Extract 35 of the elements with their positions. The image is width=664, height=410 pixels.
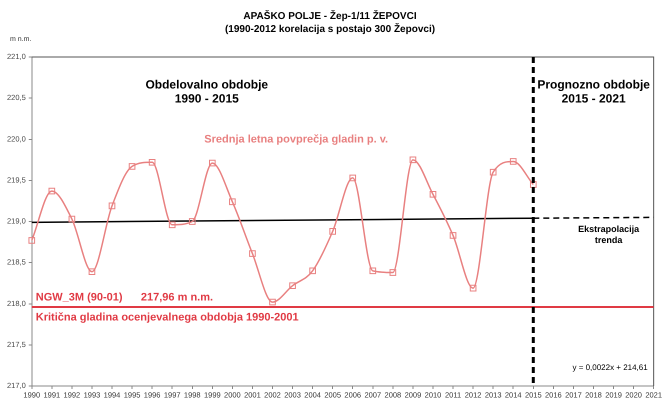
point <box>470 284 476 292</box>
point <box>148 158 156 166</box>
series-label: Srednja letna povprečja gladin p. v. <box>204 133 388 146</box>
point <box>188 218 196 225</box>
point <box>349 174 356 182</box>
point <box>490 168 496 176</box>
point <box>510 158 517 165</box>
ref-line-label: NGW_3M (90-01) 217,96 m n.m. <box>36 292 214 304</box>
point <box>88 268 96 275</box>
point <box>369 268 376 274</box>
series-label: Ekstrapolacija trenda <box>578 224 640 245</box>
chart-subtitle: (1990-2012 korelacija s postajo 300 Žepovci) <box>224 22 436 35</box>
point <box>410 156 416 164</box>
point <box>68 216 76 222</box>
point <box>289 282 296 289</box>
point <box>530 181 537 188</box>
point <box>208 160 216 166</box>
point <box>128 163 136 170</box>
point <box>28 237 36 244</box>
annotation: Kritična gladina ocenjevalnega obdobja 1990-2001 <box>36 312 299 324</box>
point <box>309 268 316 274</box>
point <box>430 191 436 198</box>
point <box>48 188 56 194</box>
point <box>249 250 256 257</box>
chart-title: APAŠKO POLJE - Žep-1/11 ŽEPOVCI <box>243 10 417 22</box>
point <box>168 221 176 228</box>
annotation: Obdelovalno obdobje 1990 - 2015 <box>145 77 268 106</box>
annotation: y = 0,0022x + 214,61 <box>572 363 648 372</box>
point <box>450 232 456 239</box>
point <box>390 269 396 276</box>
point <box>329 228 336 235</box>
point <box>229 198 236 206</box>
point <box>108 202 116 210</box>
annotation: Prognozno obdobje 2015 - 2021 <box>537 77 650 106</box>
point <box>269 298 276 306</box>
